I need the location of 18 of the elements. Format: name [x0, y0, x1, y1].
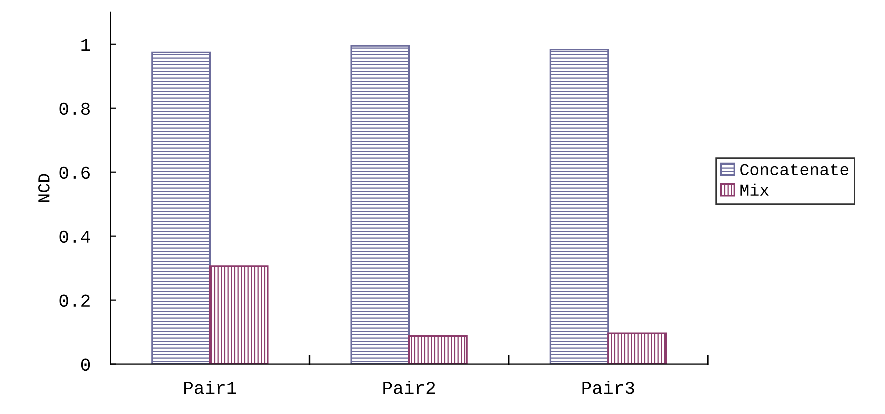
x-tick-label: Pair2 [384, 380, 436, 394]
y-tick-label: 0.4 [60, 230, 90, 244]
bar [550, 49, 610, 364]
bar [209, 266, 269, 364]
x-tick-label: Pair3 [582, 380, 634, 394]
bar [350, 45, 410, 364]
bar [608, 332, 668, 364]
y-tick-label: 0.8 [60, 102, 90, 116]
bar [408, 335, 468, 364]
legend-label: Mix [740, 184, 769, 196]
x-tick-label: Pair1 [184, 380, 236, 394]
y-tick-label: 0.2 [60, 294, 90, 308]
bar [152, 52, 212, 364]
y-tick-label: 0 [81, 358, 90, 372]
y-tick-label: 0.6 [60, 166, 90, 180]
y-tick-label: 1 [82, 39, 90, 51]
y-axis-title: NCD [38, 174, 50, 202]
legend-label: Concatenate [740, 164, 849, 176]
